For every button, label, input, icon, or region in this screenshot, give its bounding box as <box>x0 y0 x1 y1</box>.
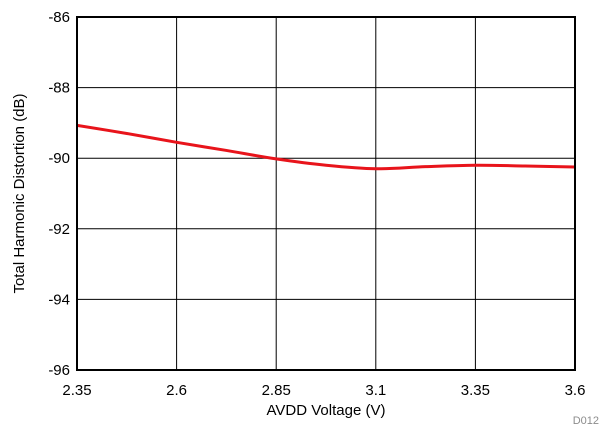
thd-series-line <box>76 123 576 171</box>
grid <box>77 17 575 370</box>
y-tick-label: -92 <box>48 221 70 238</box>
y-tick-label: -94 <box>48 291 70 308</box>
y-tick-label: -88 <box>48 80 70 97</box>
y-tick-label: -96 <box>48 362 70 379</box>
series-group <box>76 123 576 171</box>
x-tick-label: 3.35 <box>461 382 490 399</box>
x-axis: 2.35 2.6 2.85 3.1 3.35 3.6 <box>62 382 585 399</box>
x-tick-label: 2.6 <box>166 382 187 399</box>
x-tick-label: 3.6 <box>565 382 586 399</box>
x-axis-label: AVDD Voltage (V) <box>267 402 386 419</box>
y-tick-label: -86 <box>48 9 70 26</box>
figure-code: D012 <box>573 415 599 427</box>
y-tick-label: -90 <box>48 150 70 167</box>
x-tick-label: 3.1 <box>365 382 386 399</box>
y-axis-label: Total Harmonic Distortion (dB) <box>11 93 28 293</box>
x-tick-label: 2.35 <box>62 382 91 399</box>
plot-frame <box>76 16 576 371</box>
y-axis: -96 -94 -92 -90 -88 -86 <box>48 9 70 379</box>
x-tick-label: 2.85 <box>262 382 291 399</box>
